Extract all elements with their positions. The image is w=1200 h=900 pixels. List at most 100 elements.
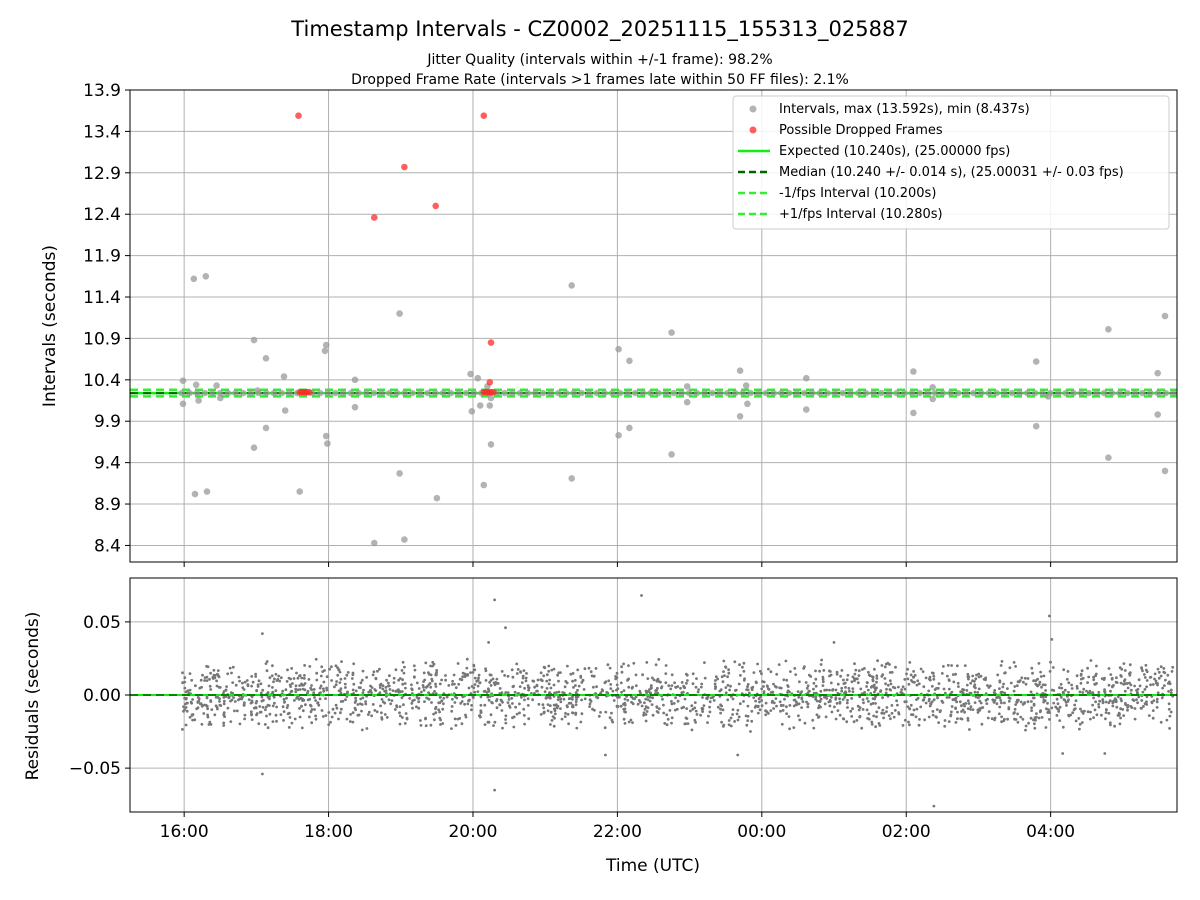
residual-point <box>1124 702 1127 705</box>
residual-point <box>499 698 503 702</box>
residual-point <box>595 685 598 689</box>
residual-point <box>1120 667 1124 671</box>
residual-point <box>319 674 323 678</box>
residual-point <box>856 681 860 685</box>
residual-point <box>301 709 305 713</box>
residual-point <box>1160 696 1164 700</box>
residual-point <box>960 704 963 708</box>
residual-point <box>353 706 357 710</box>
residual-point <box>727 671 731 675</box>
residual-point <box>438 682 442 686</box>
residual-point <box>579 720 583 724</box>
residual-point <box>589 699 593 703</box>
residual-point <box>287 711 291 715</box>
residual-point <box>869 685 873 689</box>
residual-point <box>452 673 456 677</box>
residual-point <box>1074 699 1078 703</box>
residual-point <box>1169 688 1173 692</box>
residual-point <box>1140 666 1143 669</box>
interval-point <box>1077 389 1085 397</box>
residual-point <box>450 705 454 708</box>
residual-point <box>1026 677 1030 680</box>
residual-point <box>977 672 981 676</box>
residual-point <box>903 687 907 691</box>
residual-point <box>869 702 873 706</box>
residual-point <box>664 681 668 685</box>
residual-point <box>906 667 909 671</box>
residual-point <box>217 675 221 679</box>
residual-point <box>868 674 872 678</box>
residual-point <box>315 671 319 675</box>
residual-point <box>967 677 970 681</box>
residual-point <box>263 723 267 726</box>
residual-point <box>748 691 751 695</box>
residual-point <box>1022 680 1025 684</box>
residual-point <box>922 698 926 702</box>
residual-point <box>181 681 185 685</box>
interval-point <box>1131 389 1139 397</box>
residual-point <box>371 673 375 677</box>
residual-point <box>746 688 750 692</box>
residual-point <box>1111 701 1115 705</box>
residual-point <box>438 716 442 720</box>
residual-point <box>721 725 725 728</box>
residual-point <box>306 698 310 702</box>
interval-point <box>616 389 624 397</box>
residual-point <box>940 672 944 675</box>
residual-point <box>188 688 192 692</box>
residual-point <box>737 682 741 686</box>
residual-point <box>589 670 593 674</box>
residual-point <box>194 684 197 688</box>
residual-point <box>932 677 936 681</box>
residual-point <box>867 670 870 674</box>
residual-point <box>934 715 938 718</box>
residual-point <box>274 689 278 692</box>
interval-point <box>962 389 970 397</box>
interval-point <box>250 336 258 344</box>
residual-point <box>1020 676 1024 680</box>
residual-point <box>951 698 955 702</box>
residual-point <box>724 691 728 695</box>
residual-point <box>365 676 368 679</box>
interval-point <box>1062 389 1070 397</box>
residual-point <box>401 682 405 686</box>
residual-point <box>729 716 733 720</box>
residual-point <box>1163 684 1166 687</box>
residual-point <box>310 688 314 692</box>
residual-point <box>1013 707 1017 711</box>
residual-point <box>901 724 905 727</box>
residual-point <box>812 681 816 685</box>
interval-point <box>1016 389 1023 397</box>
residual-point <box>927 697 931 701</box>
residual-point <box>576 668 580 672</box>
residual-point <box>267 704 271 707</box>
residual-point <box>435 669 439 672</box>
residual-point <box>690 704 694 708</box>
residual-point <box>961 708 965 712</box>
residual-point <box>231 681 235 684</box>
residual-point <box>266 726 270 730</box>
residual-point <box>591 707 594 711</box>
residual-point <box>798 680 801 684</box>
residual-point <box>430 701 433 704</box>
residual-point <box>511 702 514 705</box>
residual-point <box>779 704 783 707</box>
residual-point <box>1126 686 1130 690</box>
residual-point <box>943 724 947 728</box>
residual-point <box>1101 701 1105 705</box>
residual-point <box>1063 688 1067 692</box>
residual-point <box>867 700 870 703</box>
residual-point <box>673 681 676 685</box>
interval-point <box>1108 389 1116 397</box>
residual-point <box>557 679 560 683</box>
residual-point <box>1155 700 1159 704</box>
residual-point <box>1016 720 1020 724</box>
residual-point <box>351 711 355 715</box>
residual-point <box>1095 664 1098 668</box>
residual-point <box>1029 716 1033 720</box>
residual-point <box>842 678 845 682</box>
residual-point <box>228 666 232 670</box>
residual-point <box>924 701 928 705</box>
interval-point <box>179 377 187 385</box>
residual-point <box>211 676 215 679</box>
